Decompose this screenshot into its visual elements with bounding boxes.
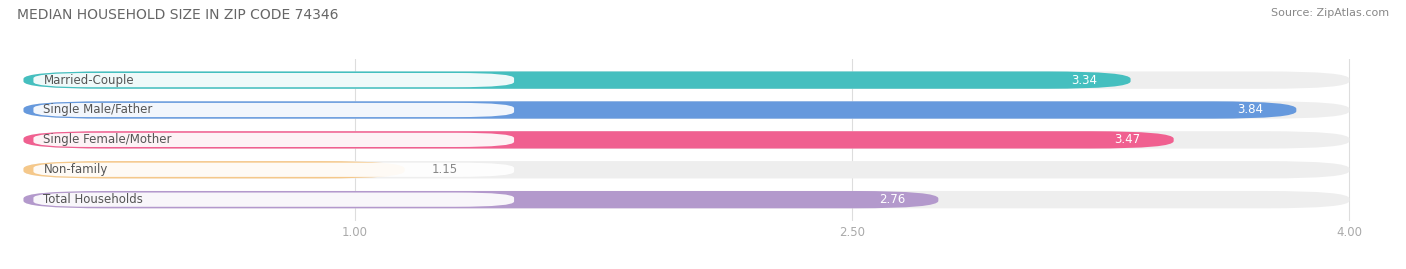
FancyBboxPatch shape	[24, 72, 1350, 89]
FancyBboxPatch shape	[24, 161, 405, 178]
Text: 3.47: 3.47	[1115, 133, 1140, 146]
FancyBboxPatch shape	[34, 103, 515, 117]
FancyBboxPatch shape	[24, 131, 1350, 148]
Text: 1.15: 1.15	[432, 163, 457, 176]
FancyBboxPatch shape	[24, 72, 1130, 89]
FancyBboxPatch shape	[34, 193, 515, 207]
Text: MEDIAN HOUSEHOLD SIZE IN ZIP CODE 74346: MEDIAN HOUSEHOLD SIZE IN ZIP CODE 74346	[17, 8, 339, 22]
FancyBboxPatch shape	[24, 131, 1174, 148]
Text: Single Female/Mother: Single Female/Mother	[44, 133, 172, 146]
FancyBboxPatch shape	[24, 101, 1350, 119]
FancyBboxPatch shape	[24, 101, 1296, 119]
FancyBboxPatch shape	[24, 161, 1350, 178]
FancyBboxPatch shape	[24, 191, 1350, 208]
FancyBboxPatch shape	[34, 133, 515, 147]
Text: Total Households: Total Households	[44, 193, 143, 206]
Text: Source: ZipAtlas.com: Source: ZipAtlas.com	[1271, 8, 1389, 18]
Text: Married-Couple: Married-Couple	[44, 74, 134, 87]
FancyBboxPatch shape	[34, 73, 515, 87]
Text: Non-family: Non-family	[44, 163, 108, 176]
FancyBboxPatch shape	[24, 191, 938, 208]
Text: Single Male/Father: Single Male/Father	[44, 104, 153, 116]
FancyBboxPatch shape	[34, 163, 515, 177]
Text: 3.34: 3.34	[1071, 74, 1098, 87]
Text: 3.84: 3.84	[1237, 104, 1263, 116]
Text: 2.76: 2.76	[879, 193, 905, 206]
